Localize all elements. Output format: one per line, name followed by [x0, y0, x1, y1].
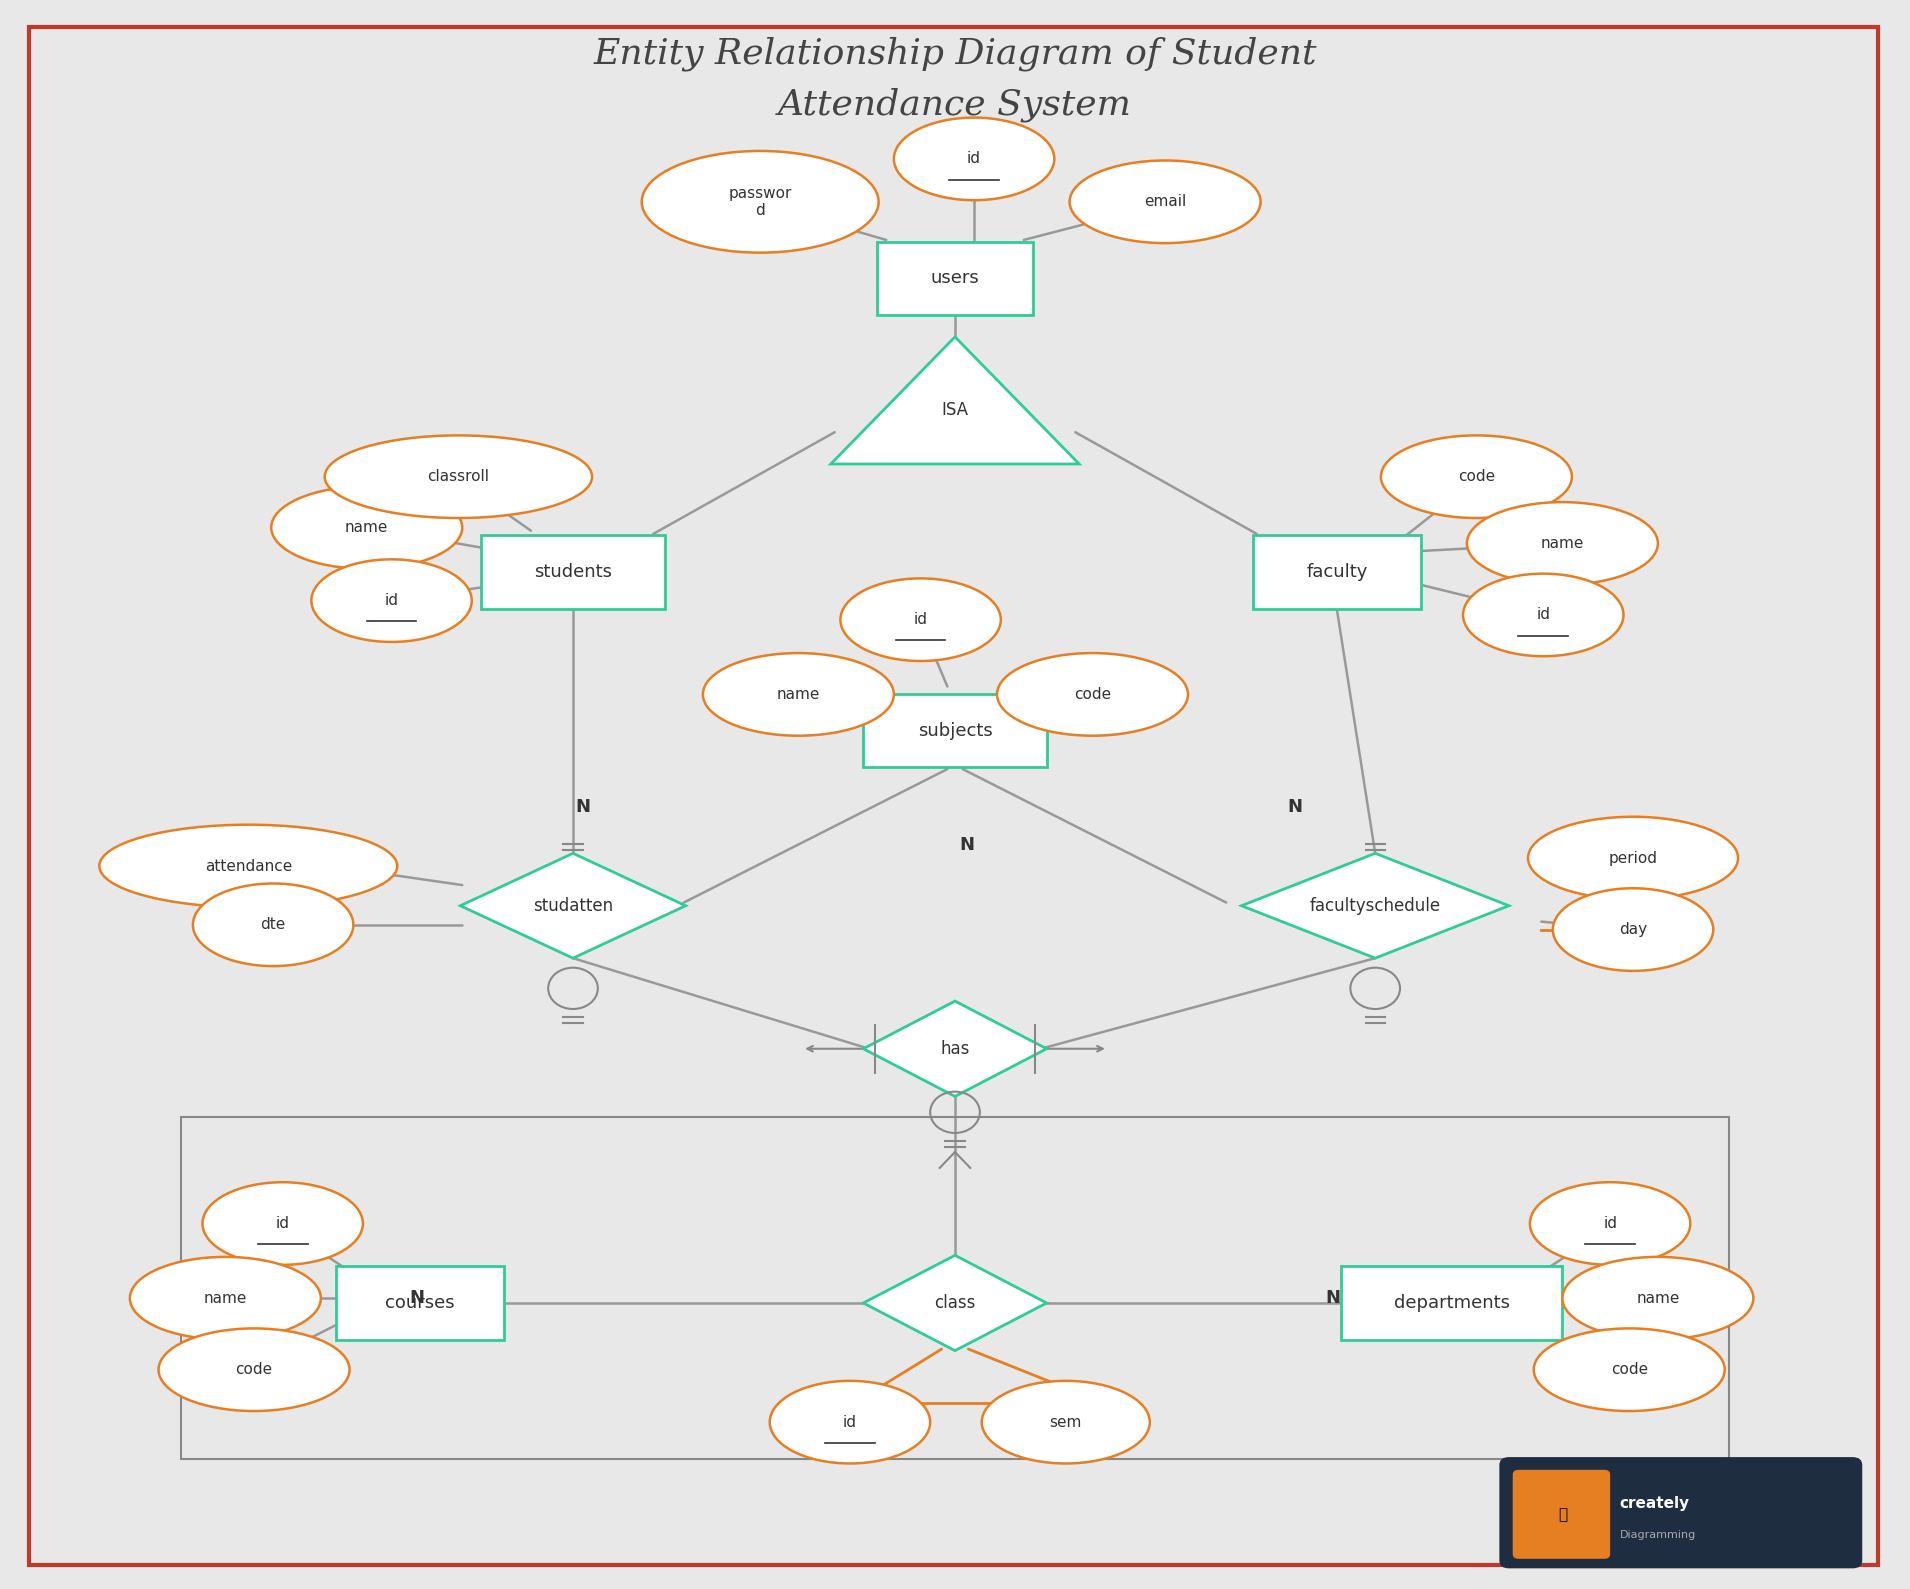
Text: facultyschedule: facultyschedule	[1310, 896, 1440, 915]
Polygon shape	[831, 337, 1079, 464]
Polygon shape	[460, 853, 686, 958]
Ellipse shape	[1562, 1257, 1753, 1340]
Text: id: id	[913, 612, 928, 628]
Text: faculty: faculty	[1306, 563, 1368, 582]
Text: N: N	[575, 798, 590, 817]
Text: id: id	[384, 593, 399, 609]
Text: code: code	[235, 1362, 273, 1378]
Text: studatten: studatten	[533, 896, 613, 915]
Text: subjects: subjects	[917, 721, 993, 740]
Text: day: day	[1620, 922, 1646, 938]
Text: courses: courses	[386, 1293, 455, 1313]
Ellipse shape	[1534, 1328, 1725, 1411]
Ellipse shape	[703, 653, 894, 736]
Text: users: users	[930, 269, 980, 288]
Text: name: name	[1541, 535, 1583, 551]
Ellipse shape	[99, 825, 397, 907]
Text: id: id	[966, 151, 982, 167]
FancyBboxPatch shape	[481, 535, 665, 609]
Text: id: id	[275, 1216, 290, 1231]
Polygon shape	[863, 1255, 1047, 1351]
Text: departments: departments	[1394, 1293, 1509, 1313]
FancyBboxPatch shape	[863, 694, 1047, 767]
Text: 💡: 💡	[1559, 1506, 1566, 1522]
Ellipse shape	[997, 653, 1188, 736]
Ellipse shape	[271, 486, 462, 569]
Ellipse shape	[894, 118, 1054, 200]
FancyBboxPatch shape	[1341, 1266, 1562, 1340]
Ellipse shape	[642, 151, 879, 253]
Ellipse shape	[1070, 160, 1261, 243]
Text: dte: dte	[260, 917, 286, 933]
Ellipse shape	[311, 559, 472, 642]
Text: N: N	[959, 836, 974, 855]
FancyBboxPatch shape	[1253, 535, 1421, 609]
Ellipse shape	[1463, 574, 1624, 656]
Ellipse shape	[982, 1381, 1150, 1463]
FancyBboxPatch shape	[877, 242, 1033, 315]
Text: ISA: ISA	[942, 400, 968, 419]
Text: code: code	[1457, 469, 1496, 485]
Text: N: N	[409, 1289, 424, 1308]
Ellipse shape	[1528, 817, 1738, 899]
Text: Diagramming: Diagramming	[1620, 1530, 1696, 1540]
Text: name: name	[346, 520, 388, 535]
Text: name: name	[204, 1290, 246, 1306]
Polygon shape	[1242, 853, 1509, 958]
Ellipse shape	[193, 883, 353, 966]
Text: code: code	[1073, 686, 1112, 702]
Polygon shape	[863, 1001, 1047, 1096]
Text: creately: creately	[1620, 1495, 1690, 1511]
Ellipse shape	[840, 578, 1001, 661]
Ellipse shape	[1530, 1182, 1690, 1265]
Ellipse shape	[1381, 435, 1572, 518]
Ellipse shape	[1553, 888, 1713, 971]
Text: N: N	[1287, 798, 1303, 817]
Text: period: period	[1608, 850, 1658, 866]
FancyBboxPatch shape	[336, 1266, 504, 1340]
Text: email: email	[1144, 194, 1186, 210]
Text: Entity Relationship Diagram of Student
Attendance System: Entity Relationship Diagram of Student A…	[594, 37, 1316, 122]
Text: id: id	[1602, 1216, 1618, 1231]
Ellipse shape	[159, 1328, 350, 1411]
Ellipse shape	[202, 1182, 363, 1265]
FancyBboxPatch shape	[1499, 1457, 1862, 1568]
Text: passwor
d: passwor d	[728, 186, 793, 218]
Text: has: has	[940, 1039, 970, 1058]
Text: id: id	[842, 1414, 858, 1430]
Text: attendance: attendance	[204, 858, 292, 874]
Text: students: students	[535, 563, 611, 582]
Text: name: name	[777, 686, 819, 702]
Text: code: code	[1610, 1362, 1648, 1378]
Ellipse shape	[325, 435, 592, 518]
Text: sem: sem	[1050, 1414, 1081, 1430]
Text: name: name	[1637, 1290, 1679, 1306]
Text: classroll: classroll	[428, 469, 489, 485]
Ellipse shape	[1467, 502, 1658, 585]
FancyBboxPatch shape	[1513, 1470, 1610, 1559]
Ellipse shape	[770, 1381, 930, 1463]
Text: N: N	[1326, 1289, 1341, 1308]
Text: class: class	[934, 1293, 976, 1313]
FancyBboxPatch shape	[29, 27, 1878, 1565]
Text: id: id	[1536, 607, 1551, 623]
Ellipse shape	[130, 1257, 321, 1340]
